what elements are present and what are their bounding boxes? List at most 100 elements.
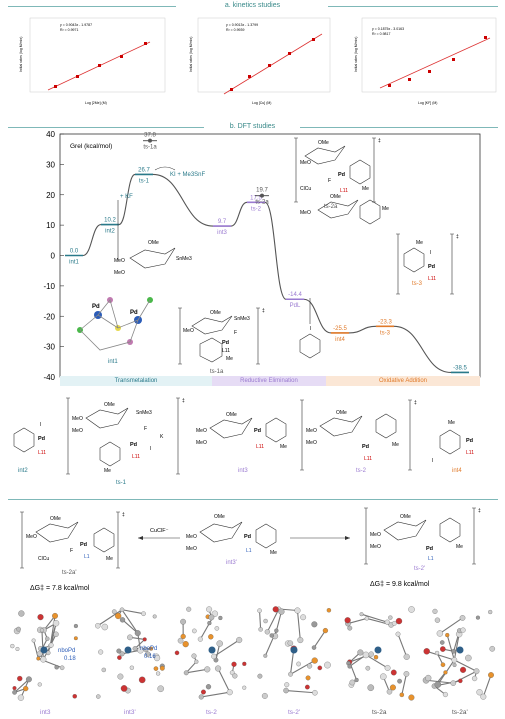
svg-text:MeO: MeO xyxy=(114,258,125,264)
nbo-value-1: 0.18 xyxy=(64,656,76,662)
off-path-label-ts-2a: ts-2a xyxy=(255,200,269,206)
mol-caption-int3-prime: int3' xyxy=(124,709,136,716)
iodotoluene-structure: I xyxy=(299,298,321,359)
nbo-label-2: nboPd xyxy=(140,646,157,652)
plot1-equation: y = 0.9043x - 1.9787 xyxy=(60,23,92,27)
section-divider xyxy=(8,499,498,500)
energy-label-ts-1: ts-1 xyxy=(139,178,150,184)
plot2-r2: R² = 0.9939 xyxy=(226,28,244,32)
mol-caption-int3: int3 xyxy=(40,709,51,716)
y-tick-label: -20 xyxy=(43,312,55,321)
svg-text:L11: L11 xyxy=(38,450,46,456)
mol-caption-ts-2: ts-2 xyxy=(206,709,217,716)
energy-label-ts-2: ts-2 xyxy=(251,206,262,212)
comparison-structures-row: ‡ OMe MeO Pd F ClCu L1 Me ts-2a' CuClF⁻ … xyxy=(20,507,481,592)
plot2-xlabel: Log [Cu] (M) xyxy=(252,101,271,105)
svg-text:OMe: OMe xyxy=(336,410,347,416)
sugar-reagent-structure: OMe MeO MeO SnMe3 xyxy=(114,240,192,276)
ts-1a-caption: ts-1a xyxy=(210,369,224,375)
ts-3-structure: ‡ Me I Pd L11 ts-3 xyxy=(396,233,459,295)
svg-text:Me: Me xyxy=(270,550,277,556)
svg-text:MeO: MeO xyxy=(72,428,83,434)
energy-levels: 0.0 int1 10.2 int2 26.7 ts-1 9.7 int3 17.5 ts-2 -1… xyxy=(65,167,469,382)
svg-text:MeO: MeO xyxy=(370,544,381,550)
y-axis-label: Grel (kcal/mol) xyxy=(70,143,112,150)
svg-text:Me: Me xyxy=(456,544,463,550)
svg-text:‡: ‡ xyxy=(122,512,125,518)
nbo-value-2: 0.16 xyxy=(144,654,156,660)
energy-value-ts-3: -23.3 xyxy=(378,319,392,325)
molecule-3d-model xyxy=(257,606,332,699)
svg-text:Me: Me xyxy=(382,206,389,212)
svg-text:SnMe3: SnMe3 xyxy=(136,410,152,416)
svg-text:MeO: MeO xyxy=(196,428,207,434)
svg-text:‡: ‡ xyxy=(182,398,185,404)
delta-g-left: ΔG‡ = 7.8 kcal/mol xyxy=(30,585,90,592)
ts-1-caption: ts-1 xyxy=(116,480,127,486)
svg-text:Pd: Pd xyxy=(254,428,261,434)
svg-text:SnMe3: SnMe3 xyxy=(176,256,192,262)
svg-text:‡: ‡ xyxy=(378,138,381,144)
svg-text:‡: ‡ xyxy=(262,308,265,314)
y-tick-label: -40 xyxy=(43,373,55,382)
int3-structure: OMe MeO MeO Pd L11 Me int3 xyxy=(196,412,287,474)
svg-text:F: F xyxy=(234,330,237,336)
ts-2a-structure: ‡ OMe MeO Pd F ClCu L11 Me ts-2a xyxy=(294,137,381,210)
svg-text:F: F xyxy=(328,178,331,184)
stage-transmetalation: Transmetalation xyxy=(60,376,212,386)
mol-caption-ts-2a-prime: ts-2a' xyxy=(452,709,468,716)
section-divider xyxy=(8,127,204,128)
svg-text:I: I xyxy=(430,250,431,256)
dft-energy-diagram: 40 30 20 10 0 -10 -20 -30 -40 Grel (kcal/mol) 0.… xyxy=(43,130,481,382)
ts-2-prime-caption: ts-2' xyxy=(414,566,425,572)
svg-text:F: F xyxy=(70,548,73,554)
off-path-value-ts-2a: 19.7 xyxy=(256,188,268,194)
svg-text:Me: Me xyxy=(362,186,369,192)
svg-text:OMe: OMe xyxy=(50,516,61,522)
plot3-equation: y = 0.1875x - 3.0163 xyxy=(372,27,404,31)
svg-text:MeO: MeO xyxy=(370,532,381,538)
svg-text:L11: L11 xyxy=(222,348,230,354)
y-tick-label: -30 xyxy=(43,343,55,352)
energy-value-int4: -25.5 xyxy=(333,326,347,332)
svg-text:MeO: MeO xyxy=(183,328,194,334)
svg-text:OMe: OMe xyxy=(400,514,411,520)
svg-text:Pd: Pd xyxy=(222,340,229,346)
plot1-xlabel: Log [2Me] (M) xyxy=(85,101,107,105)
svg-text:L11: L11 xyxy=(132,454,140,460)
svg-text:Pd: Pd xyxy=(38,436,45,442)
svg-text:L1: L1 xyxy=(84,554,90,560)
svg-text:Pd: Pd xyxy=(338,172,345,178)
svg-text:OMe: OMe xyxy=(214,514,225,520)
ts-2a-caption: ts-2a xyxy=(324,204,338,210)
ts-1-structure: ‡ OMe MeO MeO SnMe3 F K Pd I L11 Me ts-1 xyxy=(66,397,185,486)
energy-label-PdL: PdL xyxy=(290,303,301,309)
int1-caption: int1 xyxy=(108,359,118,365)
delta-g-right: ΔG‡ = 9.8 kcal/mol xyxy=(370,581,430,588)
energy-value-int2: -38.5 xyxy=(453,365,467,371)
svg-text:L1: L1 xyxy=(428,556,434,562)
svg-text:ClCu: ClCu xyxy=(300,186,311,192)
int4-structure: Me I Pd L11 int4 xyxy=(432,420,474,474)
svg-text:OMe: OMe xyxy=(104,402,115,408)
molecule-3d-model xyxy=(10,610,78,701)
svg-text:L11: L11 xyxy=(428,276,436,282)
svg-text:Pd: Pd xyxy=(130,442,137,448)
svg-text:Pd: Pd xyxy=(428,264,435,270)
kinetics-plot-1: y = 0.9043x - 1.9787 R² = 0.9971 Log [2M… xyxy=(19,17,166,105)
svg-text:MeO: MeO xyxy=(186,534,197,540)
y-axis: 40 30 20 10 0 -10 -20 -30 -40 xyxy=(43,130,64,382)
svg-text:Me: Me xyxy=(104,468,111,474)
svg-text:MeO: MeO xyxy=(114,270,125,276)
svg-text:Me: Me xyxy=(448,420,455,426)
energy-profile-curve xyxy=(65,173,469,373)
svg-text:MeO: MeO xyxy=(306,428,317,434)
svg-text:Me: Me xyxy=(392,442,399,448)
ts-2-structure: ‡ OMe MeO MeO Pd L11 Me ts-2 xyxy=(300,399,417,474)
intermediate-structures-row: Pd I L11 int2 ‡ OMe MeO MeO SnMe3 F K Pd… xyxy=(13,397,474,486)
svg-text:I: I xyxy=(150,446,151,452)
mol-caption-ts-2a: ts-2a xyxy=(372,709,387,716)
svg-text:‡: ‡ xyxy=(478,508,481,514)
plot2-ylabel: Initial rates (log M/min) xyxy=(189,37,193,72)
svg-text:L11: L11 xyxy=(340,188,348,194)
